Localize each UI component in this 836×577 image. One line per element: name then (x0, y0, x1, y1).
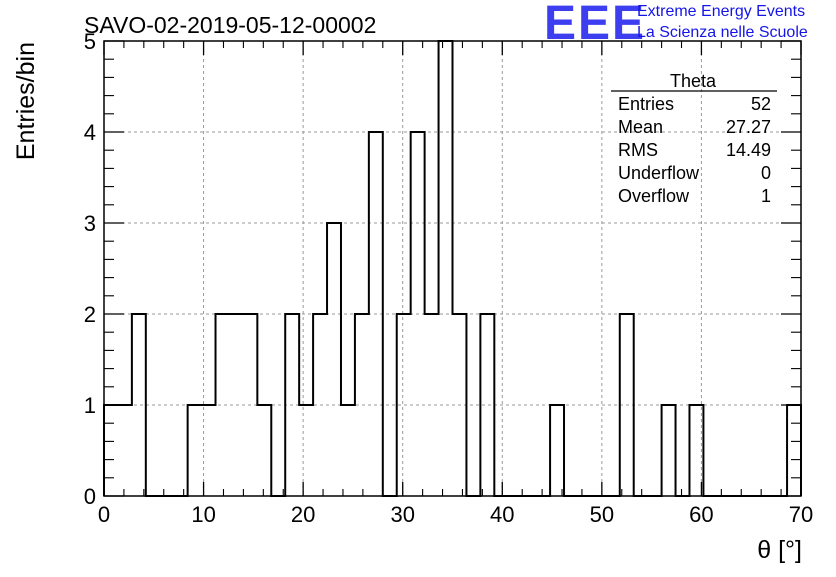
histogram-outline (103, 40, 802, 497)
y-axis-label: Entries/bin (12, 42, 40, 160)
stats-label: RMS (618, 140, 658, 160)
y-tick-label: 0 (84, 484, 96, 509)
logo-line-1: Extreme Energy Events (637, 3, 806, 20)
x-tick-label: 60 (689, 502, 713, 527)
histogram-bin (787, 405, 801, 496)
stats-value: 0 (761, 163, 771, 183)
stats-label: Underflow (618, 163, 700, 183)
eee-logo: EEE Extreme Energy Events La Scienza nel… (540, 0, 830, 50)
stats-label: Entries (618, 94, 674, 114)
histogram-bin (104, 405, 118, 496)
x-tick-labels: 0 10 20 30 40 50 60 70 (98, 502, 813, 527)
x-tick-label: 0 (98, 502, 110, 527)
stats-value: 52 (751, 94, 771, 114)
x-tick-label: 50 (590, 502, 614, 527)
y-tick-label: 1 (84, 393, 96, 418)
x-tick-label: 30 (390, 502, 414, 527)
chart-title: SAVO-02-2019-05-12-00002 (84, 12, 376, 38)
histogram-bin (299, 405, 313, 496)
stats-value: 14.49 (726, 140, 771, 160)
stats-value: 1 (761, 186, 771, 206)
histogram-bin (132, 314, 146, 496)
histogram-bin (327, 223, 341, 496)
y-tick-label: 3 (84, 211, 96, 236)
x-axis-label: θ [°] (757, 536, 802, 564)
stats-box: Theta Entries 52 Mean 27.27 RMS 14.49 Underflo… (611, 71, 777, 206)
histogram-bin (216, 314, 230, 496)
eee-logo-mark: EEE (544, 0, 647, 50)
y-tick-label: 4 (84, 120, 96, 145)
stats-rows: Entries 52 Mean 27.27 RMS 14.49 Underflow 0 Over… (618, 94, 771, 206)
x-tick-label: 70 (789, 502, 813, 527)
histogram-bin (341, 405, 355, 496)
stats-label: Mean (618, 117, 663, 137)
stats-value: 27.27 (726, 117, 771, 137)
histogram-bin (118, 405, 132, 496)
histogram-series (103, 40, 802, 497)
x-tick-label: 10 (191, 502, 215, 527)
histogram-bin (257, 405, 271, 496)
plot-frame (103, 40, 802, 497)
histogram-bin (188, 405, 202, 496)
logo-line-2: La Scienza nelle Scuole (637, 24, 808, 41)
histogram-bin (439, 41, 453, 496)
stats-title: Theta (670, 71, 717, 91)
y-tick-label: 2 (84, 302, 96, 327)
histogram-bin (550, 405, 564, 496)
histogram-bin (662, 405, 676, 496)
x-tick-label: 20 (291, 502, 315, 527)
x-tick-label: 40 (490, 502, 514, 527)
stats-label: Overflow (618, 186, 690, 206)
y-tick-label: 5 (84, 29, 96, 54)
y-tick-labels: 0 1 2 3 4 5 (84, 29, 96, 509)
